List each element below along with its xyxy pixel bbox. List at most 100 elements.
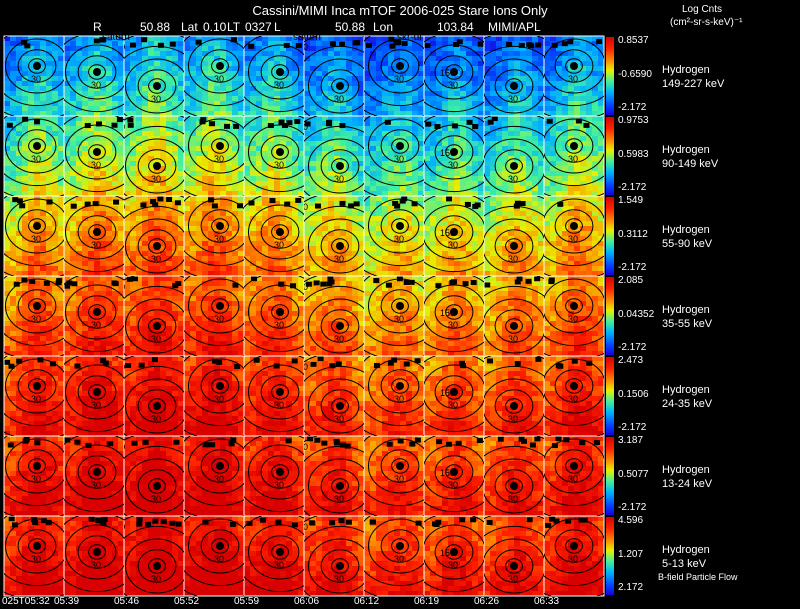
contour-group: 306090 <box>184 116 244 196</box>
contour-label-30: 30 <box>214 554 224 564</box>
contour-label-60: 60 <box>298 282 308 292</box>
contour-group: 306090120 <box>4 276 64 356</box>
contour-group: 306090120 <box>484 116 544 196</box>
contour-group: 306090 <box>184 436 244 516</box>
field-center-marker <box>570 542 578 550</box>
contour-label-60: 60 <box>115 522 125 532</box>
contour-group: 306090 <box>184 356 244 436</box>
contour-label-30: 30 <box>91 480 101 490</box>
colorbar-3 <box>606 197 614 275</box>
field-center-marker <box>396 142 404 150</box>
colorbar-min-label: -2.172 <box>618 262 647 273</box>
contour-label-30: 30 <box>151 494 161 504</box>
contour-label-60: 60 <box>55 428 65 438</box>
x-tick-label: 05:46 <box>114 596 140 607</box>
field-center-marker <box>336 242 344 250</box>
contour-label-30: 30 <box>448 400 458 410</box>
contour-group: 306090120 <box>484 276 544 356</box>
contour-group: 306090120 <box>4 436 64 516</box>
contour-group: 306090120 <box>124 276 184 356</box>
energy-label: 90-149 keV <box>662 158 719 170</box>
contour-label-60: 60 <box>115 362 125 372</box>
x-tick-label: 06:26 <box>474 596 500 607</box>
contour-label-30: 30 <box>394 74 404 84</box>
x-tick-label: 06:19 <box>414 596 440 607</box>
colorbar-max-label: 3.187 <box>618 435 644 446</box>
contour-group: 306090 <box>55 508 124 593</box>
lon-label: Lon <box>373 20 394 34</box>
contour-label-60: 60 <box>532 22 542 32</box>
contour-group: 306090120 <box>238 508 304 596</box>
contour-label-30: 30 <box>274 400 284 410</box>
contour-label-150: 150 <box>440 148 455 158</box>
lt-label: LT <box>227 20 241 34</box>
contour-group: 306090 <box>298 36 364 116</box>
contour-label-30: 30 <box>394 234 404 244</box>
field-center-marker <box>33 462 41 470</box>
contour-label-30: 30 <box>568 154 578 164</box>
contour-label-30: 30 <box>334 94 344 104</box>
field-center-marker <box>510 482 518 490</box>
contour-label-60: 60 <box>55 508 65 518</box>
contour-label-30: 30 <box>91 80 101 90</box>
lat-value: 0.10 <box>203 20 227 34</box>
field-center-marker <box>510 242 518 250</box>
field-center-marker <box>276 548 284 556</box>
field-center-marker <box>93 468 101 476</box>
field-center-marker <box>93 548 101 556</box>
field-center-marker <box>450 68 458 76</box>
contour-group: 306090150 <box>424 116 484 193</box>
colorbar-6 <box>606 437 614 515</box>
contour-group: 306090120 <box>364 516 424 596</box>
contour-group: 306090150 <box>424 516 484 593</box>
field-center-marker <box>396 462 404 470</box>
colorbar-mid-label: 0.5983 <box>618 149 649 160</box>
contour-label-150: 150 <box>440 548 455 558</box>
field-center-marker <box>336 562 344 570</box>
field-center-marker <box>153 162 161 170</box>
colorbar-mid-label: 0.3112 <box>618 229 648 240</box>
contour-group: 306090150 <box>424 356 484 433</box>
contour-group: 306090 <box>64 196 124 273</box>
contour-label-30: 30 <box>394 154 404 164</box>
field-center-marker <box>153 242 161 250</box>
contour-label-30: 30 <box>151 574 161 584</box>
contour-label-60: 60 <box>298 42 308 52</box>
contour-label-30: 30 <box>448 240 458 250</box>
contour-label-150: 150 <box>440 468 455 478</box>
energy-label: 13-24 keV <box>662 478 713 490</box>
contour-label-60: 60 <box>238 108 248 118</box>
contour-label-30: 30 <box>31 474 41 484</box>
x-tick-label: 05:59 <box>234 596 260 607</box>
l-label: L <box>274 20 281 34</box>
species-label: Hydrogen <box>662 464 710 476</box>
contour-label-30: 30 <box>214 314 224 324</box>
contour-group: 306090 <box>544 436 604 516</box>
contour-label-30: 30 <box>91 160 101 170</box>
field-center-marker <box>450 468 458 476</box>
contour-group: 306090 <box>544 116 604 196</box>
contour-label-30: 30 <box>31 234 41 244</box>
contour-label-60: 60 <box>55 348 65 358</box>
contour-label-30: 30 <box>31 314 41 324</box>
field-center-marker <box>336 82 344 90</box>
field-center-marker <box>216 382 224 390</box>
contour-group: 306090 <box>184 196 244 276</box>
colorbar-max-label: 0.8537 <box>618 35 649 46</box>
contour-label-60: 60 <box>238 508 248 518</box>
field-center-marker <box>216 142 224 150</box>
contour-group: 306090120 <box>4 516 64 596</box>
contour-group: 306090150 <box>424 36 484 113</box>
contour-group: 306090 <box>298 276 364 356</box>
contour-label-30: 30 <box>508 494 518 504</box>
field-center-marker <box>336 162 344 170</box>
contour-group: 306090 <box>304 516 364 596</box>
contour-group: 306090 <box>304 436 364 516</box>
contour-label-30: 30 <box>214 474 224 484</box>
field-center-marker <box>33 542 41 550</box>
contour-label-60: 60 <box>55 108 65 118</box>
contour-label-30: 30 <box>568 474 578 484</box>
position-marker: saturn <box>102 32 130 43</box>
contour-label-60: 60 <box>298 122 308 132</box>
